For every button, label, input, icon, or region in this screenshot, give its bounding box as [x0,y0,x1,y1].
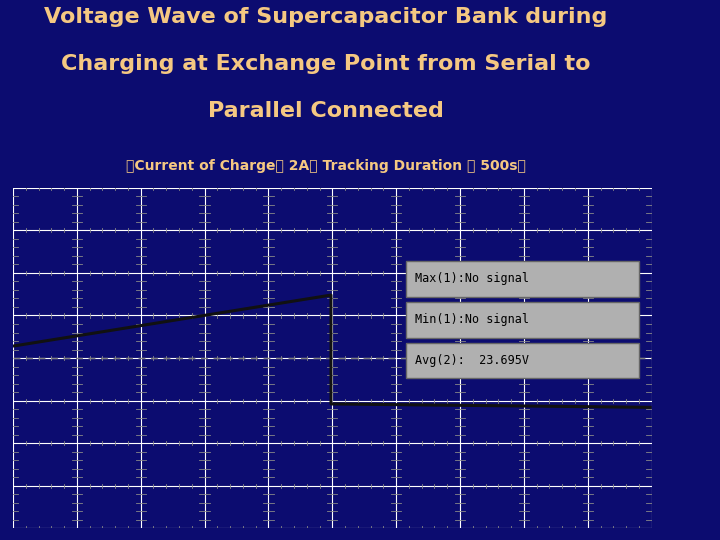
Text: Avg(2):  23.695V: Avg(2): 23.695V [415,354,529,367]
Text: Min(1):No signal: Min(1):No signal [415,313,529,326]
Text: Max(1):No signal: Max(1):No signal [415,272,529,286]
Text: （Current of Charge： 2A， Tracking Duration ： 500s）: （Current of Charge： 2A， Tracking Duratio… [126,159,526,173]
FancyBboxPatch shape [406,302,639,338]
Text: Voltage Wave of Supercapacitor Bank during: Voltage Wave of Supercapacitor Bank duri… [44,7,608,28]
Text: Charging at Exchange Point from Serial to: Charging at Exchange Point from Serial t… [61,54,590,74]
Text: Parallel Connected: Parallel Connected [208,100,444,120]
FancyBboxPatch shape [406,261,639,297]
FancyBboxPatch shape [406,343,639,379]
